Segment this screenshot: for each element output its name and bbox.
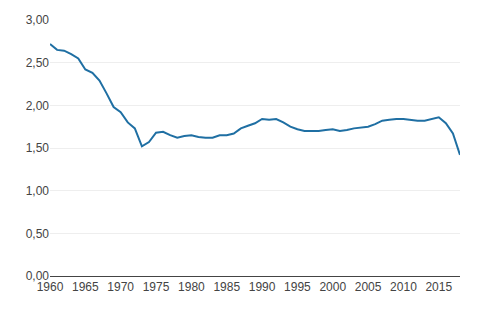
svg-text:0,50: 0,50 — [26, 227, 50, 241]
svg-text:1980: 1980 — [178, 280, 205, 294]
svg-text:2005: 2005 — [355, 280, 382, 294]
svg-text:1995: 1995 — [284, 280, 311, 294]
svg-text:1990: 1990 — [249, 280, 276, 294]
svg-text:1970: 1970 — [107, 280, 134, 294]
svg-text:2,50: 2,50 — [26, 56, 50, 70]
svg-text:0,00: 0,00 — [26, 269, 50, 283]
svg-text:2010: 2010 — [390, 280, 417, 294]
svg-text:1975: 1975 — [143, 280, 170, 294]
svg-text:3,00: 3,00 — [26, 13, 50, 27]
svg-text:1960: 1960 — [37, 280, 64, 294]
svg-text:1965: 1965 — [72, 280, 99, 294]
svg-text:2,00: 2,00 — [26, 99, 50, 113]
svg-text:2000: 2000 — [319, 280, 346, 294]
svg-text:1,50: 1,50 — [26, 141, 50, 155]
svg-text:1,00: 1,00 — [26, 184, 50, 198]
svg-text:2015: 2015 — [425, 280, 452, 294]
svg-text:1985: 1985 — [213, 280, 240, 294]
